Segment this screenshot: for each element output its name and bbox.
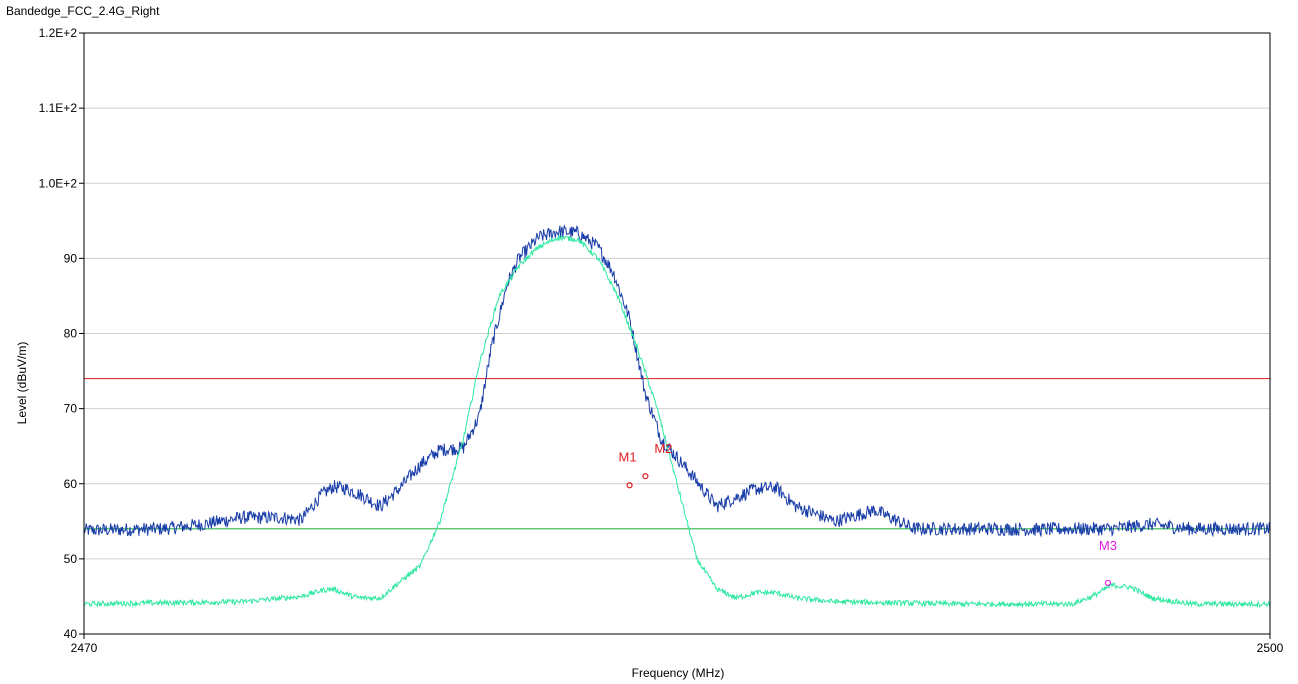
y-tick-label: 80 [64,327,78,341]
series-layer [83,223,1271,609]
y-tick-label: 60 [64,477,78,491]
y-axis-label: Level (dBuV/m) [15,342,29,425]
series-line-1 [83,223,1271,538]
x-tick-label: 2470 [71,641,98,655]
x-axis-label: Frequency (MHz) [632,666,725,680]
marker-point [1104,579,1112,587]
series-line-2 [83,234,1271,609]
y-tick-label: 1.2E+2 [39,26,78,40]
limit-lines [84,377,1270,530]
marker-point [642,473,649,480]
y-tick-label: 1.0E+2 [39,176,78,190]
x-tick-label: 2500 [1257,641,1284,655]
y-tick-label: 50 [64,552,78,566]
marker-point [626,482,633,489]
axis-layer: 40 50 60 70 80 90 1.0E+2 1.1E+2 1.2E+2 2470 2500 [39,26,1284,655]
marker-layer: M1 M2 M3 [619,441,1117,587]
chart-title: Bandedge_FCC_2.4G_Right [6,4,160,18]
marker-label: M3 [1099,538,1117,553]
y-tick-label: 1.1E+2 [39,101,78,115]
marker-label: M2 [654,441,672,456]
y-tick-label: 70 [64,402,78,416]
plot-frame [83,32,1271,635]
grid-layer [84,32,1270,635]
marker-label: M1 [619,449,637,464]
y-tick-label: 90 [64,251,78,265]
y-tick-label: 40 [64,627,78,641]
